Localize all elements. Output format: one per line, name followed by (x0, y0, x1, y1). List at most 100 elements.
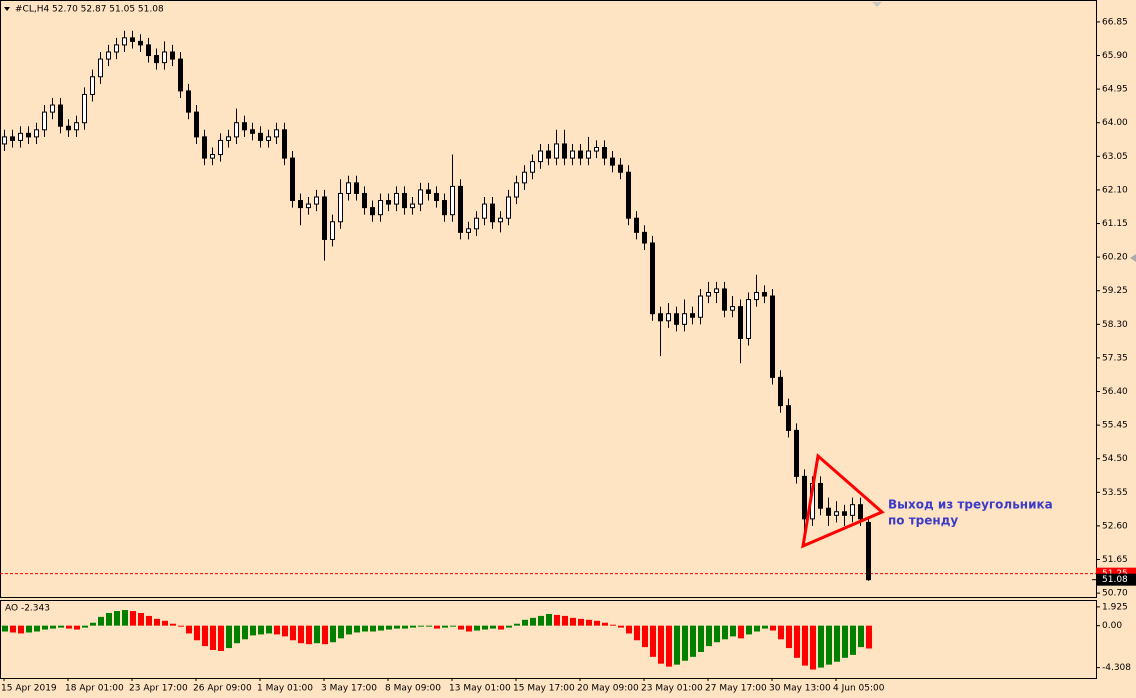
ao-bar (42, 625, 48, 630)
ao-bar (178, 625, 184, 627)
indicator-panel-frame (0, 600, 1097, 679)
candle-body (362, 192, 367, 209)
candle-body (842, 511, 847, 516)
candle-body (650, 242, 655, 315)
ao-bar (442, 625, 448, 628)
ao-bar (82, 625, 88, 628)
x-tick-label: 26 Apr 09:00 (193, 684, 252, 694)
ao-bar (58, 625, 64, 628)
x-tick-label: 23 Apr 17:00 (129, 684, 188, 694)
candle-body (434, 192, 439, 202)
candle-body (570, 150, 575, 159)
candle-body (794, 429, 799, 477)
ao-bar (778, 625, 784, 640)
plot: 66.85 65.90 64.95 64.00 63.05 62.10 61.15 60.20… (0, 17, 1136, 694)
ao-bar (378, 625, 384, 631)
ao-bar (522, 619, 528, 626)
ao-bar (706, 625, 712, 647)
y-tick-label: 53.55 (1102, 488, 1128, 498)
ao-bar (802, 625, 808, 666)
menu-arrow[interactable] (4, 7, 10, 11)
candle-body (394, 192, 399, 205)
ao-bar (242, 625, 248, 640)
candle-body (130, 37, 135, 42)
ao-bar (730, 625, 736, 637)
candle-body (786, 405, 791, 431)
y-tick-label: 63.05 (1102, 152, 1128, 162)
candle-body (26, 132, 31, 138)
ao-bar (218, 625, 224, 652)
ao-bar (346, 625, 352, 635)
y-tick-label: 54.50 (1102, 454, 1128, 464)
ao-bar (586, 619, 592, 626)
y-tick-label: 57.35 (1102, 353, 1128, 363)
ao-bar (66, 625, 72, 629)
y-tick-label: 56.40 (1102, 387, 1128, 397)
ao-bar (410, 625, 416, 628)
candle-body (162, 51, 167, 64)
ao-bar (650, 625, 656, 657)
ao-bar (490, 625, 496, 629)
ao-bar (354, 625, 360, 633)
indicator-y-tick-label: 1.925 (1102, 602, 1128, 612)
ao-bar (570, 617, 576, 626)
candle-body (682, 313, 687, 325)
candle-body (42, 111, 47, 131)
candle-body (218, 139, 223, 156)
candle-body (802, 475, 807, 520)
ao-bar (674, 625, 680, 665)
ao-bar (2, 625, 8, 632)
candle-body (586, 150, 591, 159)
ao-bar (250, 625, 256, 636)
candle-body (234, 122, 239, 138)
ao-bar (370, 625, 376, 632)
ao-bar (186, 625, 192, 634)
ao-bar (170, 623, 176, 626)
y-tick-label: 51.65 (1102, 555, 1128, 565)
x-tick-label: 8 May 09:00 (385, 684, 441, 694)
candle-body (106, 51, 111, 60)
candle-body (114, 44, 119, 53)
bid-label-box (1096, 573, 1136, 586)
ao-bar (306, 625, 312, 645)
candle-body (754, 291, 759, 301)
ao-bar (258, 625, 264, 635)
ao-bar (498, 625, 504, 630)
candle-body (778, 376, 783, 407)
ao-bar (50, 625, 56, 629)
ao-bar (738, 625, 744, 639)
candle-body (298, 200, 303, 209)
annotation: по тренду (888, 514, 958, 528)
candle-body (122, 37, 127, 46)
candle-body (602, 146, 607, 159)
scroll-marker (1130, 254, 1136, 262)
candle-body (666, 313, 671, 322)
ao-bar (834, 625, 840, 662)
candle-body (170, 51, 175, 60)
ao-bar (106, 612, 112, 626)
ao-bar (298, 625, 304, 644)
candle-body (210, 154, 215, 159)
candle-body (378, 200, 383, 216)
candle-body (202, 136, 207, 159)
candle-body (762, 291, 767, 297)
y-tick-label: 52.60 (1102, 521, 1128, 531)
candle-body (66, 125, 71, 131)
candle-body (858, 504, 863, 520)
candle-body (74, 122, 79, 131)
ao-bar (194, 625, 200, 641)
ao-bar (626, 625, 632, 634)
ao-bar (362, 625, 368, 632)
candle-body (458, 185, 463, 233)
ao-bar (98, 616, 104, 626)
candle-body (722, 288, 727, 311)
candle-body (594, 146, 599, 152)
x-tick-label: 18 Apr 01:00 (65, 684, 124, 694)
candle-body (194, 111, 199, 138)
candle-body (578, 150, 583, 159)
ao-bar (810, 625, 816, 670)
candle-body (82, 93, 87, 124)
candle-body (410, 203, 415, 209)
ao-bar (506, 625, 512, 628)
